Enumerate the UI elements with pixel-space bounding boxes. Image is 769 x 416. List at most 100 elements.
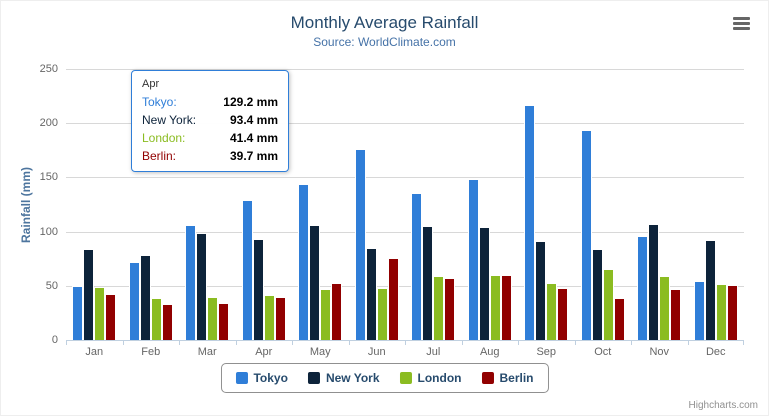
x-axis-category-label: Jul (426, 346, 441, 358)
bar-berlin-jun[interactable] (387, 258, 399, 340)
bar-london-apr[interactable] (263, 295, 275, 340)
bar-new-york-jun[interactable] (365, 248, 377, 340)
bar-london-may[interactable] (320, 289, 332, 340)
legend-item-tokyo[interactable]: Tokyo (235, 371, 288, 385)
bar-berlin-jul[interactable] (444, 278, 456, 340)
bar-london-feb[interactable] (150, 298, 162, 340)
tooltip-rows: Tokyo: 129.2 mm New York: 93.4 mm London: 41.… (142, 95, 278, 163)
bar-london-sep[interactable] (546, 283, 558, 340)
x-axis-category-label: Nov (649, 346, 670, 358)
hamburger-line (733, 17, 750, 20)
bar-berlin-apr[interactable] (274, 297, 286, 340)
tooltip-series-name: Tokyo: (142, 95, 177, 109)
bar-tokyo-oct[interactable] (580, 130, 592, 340)
legend-symbol-london (399, 372, 412, 384)
bar-new-york-sep[interactable] (535, 241, 547, 340)
gridline (66, 123, 744, 125)
x-axis-category-label: Jun (367, 346, 386, 358)
bar-berlin-dec[interactable] (726, 285, 738, 340)
bar-tokyo-jan[interactable] (72, 286, 84, 340)
legend-label: London (417, 371, 462, 385)
x-axis-tick (518, 340, 519, 345)
bar-new-york-jul[interactable] (422, 226, 434, 340)
x-axis-labels: Jan Feb Mar Apr May Jun Jul Aug Sep Oct Nov Dec (66, 346, 744, 360)
gridline (66, 285, 744, 287)
y-axis-tick-label: 250 (39, 63, 58, 75)
x-axis-category-label: May (309, 346, 331, 358)
legend-label: Tokyo (253, 371, 288, 385)
bar-group-aug (462, 69, 519, 340)
bar-tokyo-jul[interactable] (411, 193, 423, 340)
bar-new-york-feb[interactable] (139, 255, 151, 340)
bar-new-york-oct[interactable] (591, 249, 603, 340)
legend-item-berlin[interactable]: Berlin (481, 371, 534, 385)
bar-tokyo-apr[interactable] (241, 200, 253, 340)
bar-berlin-mar[interactable] (218, 303, 230, 340)
tooltip-series-name: New York: (142, 113, 197, 127)
tooltip: Apr Tokyo: 129.2 mm New York: 93.4 mm London… (131, 70, 289, 172)
bar-berlin-jan[interactable] (105, 294, 117, 340)
x-axis-tick (405, 340, 406, 345)
bar-new-york-dec[interactable] (704, 240, 716, 340)
tooltip-series-name: Berlin: (142, 149, 177, 163)
bar-berlin-sep[interactable] (557, 288, 569, 340)
bar-tokyo-jun[interactable] (354, 149, 366, 340)
x-axis-category-label: Feb (141, 346, 161, 358)
bar-tokyo-may[interactable] (298, 184, 310, 340)
bar-london-mar[interactable] (207, 297, 219, 340)
bar-new-york-apr[interactable] (252, 239, 264, 340)
bar-london-oct[interactable] (602, 269, 614, 340)
y-axis-tick-label: 50 (45, 279, 58, 292)
bar-group-nov (631, 69, 688, 340)
x-axis-tick (743, 340, 744, 345)
x-axis-category-label: Oct (594, 346, 612, 358)
bar-group-may (292, 69, 349, 340)
y-axis-labels: 0 50 100 150 200 250 (1, 63, 58, 346)
hamburger-line (733, 22, 750, 25)
hamburger-menu-icon[interactable] (733, 17, 750, 31)
bar-london-aug[interactable] (489, 275, 501, 340)
gridline (66, 231, 744, 233)
tooltip-value: 129.2 mm (223, 95, 278, 109)
bar-tokyo-mar[interactable] (185, 225, 197, 340)
bar-group-jan (66, 69, 123, 340)
x-axis-tick (235, 340, 237, 345)
legend-label: New York (325, 371, 380, 385)
tooltip-series-name: London: (142, 131, 186, 145)
bar-london-dec[interactable] (715, 284, 727, 340)
bar-tokyo-sep[interactable] (524, 105, 536, 340)
bar-berlin-nov[interactable] (670, 289, 682, 340)
bar-berlin-aug[interactable] (500, 275, 512, 340)
bar-group-mar (179, 69, 236, 340)
bar-london-jun[interactable] (376, 288, 388, 340)
bar-new-york-aug[interactable] (478, 227, 490, 340)
bar-new-york-may[interactable] (309, 225, 321, 340)
bar-london-jan[interactable] (94, 287, 106, 340)
credits-link[interactable]: Highcharts.com (688, 400, 758, 411)
legend: Tokyo New York London Berlin (220, 363, 549, 393)
x-axis-tick (348, 340, 350, 345)
bar-london-nov[interactable] (659, 276, 671, 340)
bar-berlin-feb[interactable] (161, 304, 173, 340)
bar-berlin-may[interactable] (331, 283, 343, 340)
bar-new-york-jan[interactable] (83, 249, 95, 340)
bar-group-jun (349, 69, 406, 340)
tooltip-value: 93.4 mm (229, 113, 278, 127)
bar-london-jul[interactable] (433, 276, 445, 340)
x-axis-tick (66, 340, 67, 345)
bar-tokyo-aug[interactable] (467, 179, 479, 340)
bar-tokyo-nov[interactable] (637, 236, 649, 340)
legend-symbol-tokyo (235, 372, 248, 384)
legend-item-new-york[interactable]: New York (307, 371, 380, 385)
bar-tokyo-dec[interactable] (693, 281, 705, 340)
y-axis-tick-label: 100 (39, 225, 58, 238)
bar-tokyo-feb[interactable] (128, 262, 140, 340)
x-axis-category-label: Dec (705, 346, 726, 358)
x-axis-tick (461, 340, 463, 345)
plot-area (66, 69, 744, 345)
bar-berlin-oct[interactable] (613, 298, 625, 340)
bar-new-york-nov[interactable] (648, 224, 660, 340)
bar-new-york-mar[interactable] (196, 233, 208, 340)
x-axis-category-label: Sep (536, 346, 557, 358)
legend-item-london[interactable]: London (399, 371, 462, 385)
